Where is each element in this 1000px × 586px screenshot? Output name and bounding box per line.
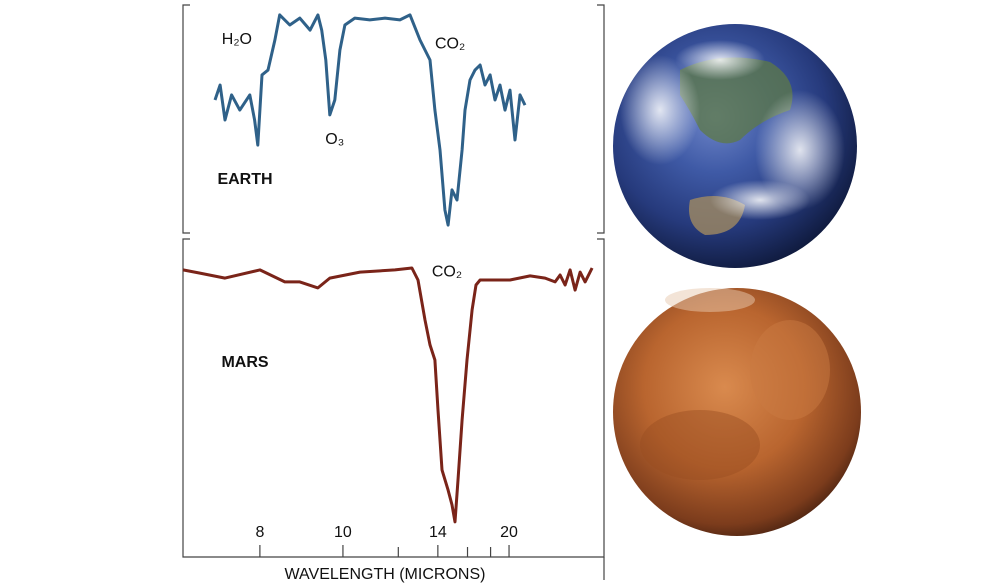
earth-frame [182,4,605,234]
frames [182,4,605,580]
annotation: H₂O [222,31,252,48]
mars-label: MARS [221,354,268,371]
annotation: CO₂ [435,35,465,52]
earth-image [613,24,857,268]
spectrum-line [213,13,527,227]
x-tick-label: 8 [255,524,264,541]
x-axis-label: WAVELENGTH (MICRONS) [285,566,486,583]
annotation: O₃ [325,131,344,148]
spectrum-line [182,266,594,524]
x-tick-label: 14 [429,524,447,541]
mars-frame [182,238,605,558]
mars-image [613,288,861,536]
x-tick-label: 10 [334,524,352,541]
earth-label: EARTH [217,171,272,188]
x-tick-label: 20 [500,524,518,541]
annotation: CO₂ [432,263,462,280]
